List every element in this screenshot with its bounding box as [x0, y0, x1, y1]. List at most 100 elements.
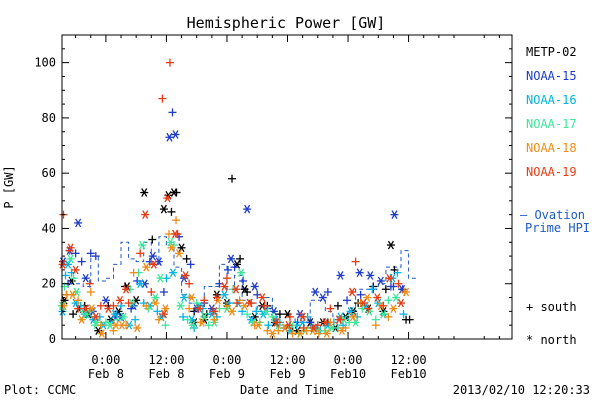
- south-marker: [384, 296, 393, 305]
- north-marker: [66, 243, 75, 253]
- north-marker: [336, 271, 345, 280]
- y-tick-label: 0: [49, 332, 56, 346]
- south-marker: [368, 285, 377, 294]
- north-marker: [142, 262, 151, 272]
- x-tick-label-date: Feb 8: [88, 367, 124, 381]
- north-marker: [91, 312, 100, 322]
- legend: — Ovation Prime HPI + south * north METP…: [520, 45, 590, 347]
- north-marker: [166, 237, 175, 247]
- north-marker: [386, 240, 395, 250]
- x-tick-label-date: Feb10: [391, 367, 427, 381]
- north-marker: [258, 293, 267, 302]
- north-marker: [197, 318, 206, 327]
- south-marker: [393, 268, 402, 277]
- north-marker: [187, 293, 196, 302]
- south-marker: [314, 329, 323, 338]
- south-marker: [243, 310, 252, 319]
- x-axis-label: Date and Time: [240, 383, 334, 397]
- north-marker: [337, 326, 346, 336]
- south-marker: [260, 301, 269, 310]
- south-marker: [148, 235, 157, 244]
- north-marker: [151, 293, 160, 302]
- south-marker: [129, 268, 138, 277]
- south-marker: [142, 301, 151, 310]
- south-marker: [326, 304, 335, 313]
- north-marker: [81, 304, 90, 313]
- north-marker: [227, 254, 236, 264]
- north-marker: [268, 329, 277, 338]
- south-marker: [147, 288, 156, 297]
- south-marker: [69, 310, 78, 319]
- south-marker: [228, 174, 237, 183]
- south-marker: [275, 310, 284, 319]
- south-marker: [379, 301, 388, 310]
- north-marker: [82, 309, 91, 319]
- north-marker: [141, 210, 150, 219]
- north-marker: [272, 318, 281, 327]
- north-marker: [220, 290, 229, 300]
- north-marker: [391, 293, 400, 302]
- south-marker: [74, 296, 83, 305]
- north-marker: [181, 271, 190, 280]
- south-marker: [230, 263, 239, 272]
- north-marker: [402, 287, 411, 297]
- north-marker: [71, 265, 80, 275]
- legend-ovation-line2: Prime HPI: [525, 221, 590, 235]
- north-marker: [250, 282, 259, 291]
- y-axis-label: P [GW]: [2, 165, 16, 208]
- north-marker: [171, 130, 180, 139]
- north-marker: [77, 315, 86, 324]
- north-marker: [104, 304, 113, 313]
- south-marker: [91, 252, 100, 261]
- south-marker: [86, 249, 95, 258]
- north-marker: [176, 301, 185, 311]
- south-marker: [158, 94, 167, 103]
- north-marker: [110, 309, 119, 319]
- legend-satellite-noaa-16: NOAA-16: [526, 93, 577, 107]
- legend-satellite-noaa-17: NOAA-17: [526, 117, 577, 131]
- north-marker: [243, 204, 252, 214]
- north-marker: [311, 287, 320, 297]
- south-marker: [351, 257, 360, 266]
- x-tick-label-time: 0:00: [91, 353, 120, 367]
- x-tick-label-date: Feb10: [330, 367, 366, 381]
- south-marker: [204, 321, 213, 330]
- north-marker: [284, 320, 293, 330]
- south-marker: [69, 274, 78, 283]
- legend-satellite-metp-02: METP-02: [526, 45, 577, 59]
- south-marker: [239, 276, 248, 285]
- north-marker: [296, 329, 305, 338]
- north-marker: [334, 315, 343, 324]
- legend-ovation-line1: — Ovation: [520, 208, 585, 222]
- south-marker: [185, 304, 194, 313]
- south-marker: [185, 279, 194, 288]
- north-marker: [133, 323, 142, 333]
- y-tick-label: 60: [42, 166, 56, 180]
- south-marker: [389, 282, 398, 291]
- south-marker: [223, 265, 232, 274]
- north-marker: [58, 260, 67, 269]
- north-marker: [66, 254, 75, 264]
- south-marker: [159, 288, 168, 297]
- north-marker: [309, 323, 318, 333]
- south-marker: [222, 274, 231, 283]
- north-marker: [355, 268, 364, 278]
- x-tick-label-date: Feb 9: [209, 367, 245, 381]
- south-marker: [183, 315, 192, 324]
- north-marker: [97, 329, 106, 338]
- north-marker: [210, 307, 219, 316]
- north-marker: [74, 218, 83, 228]
- north-marker: [346, 307, 355, 316]
- north-marker: [397, 298, 406, 308]
- south-marker: [153, 307, 162, 316]
- north-marker: [195, 304, 204, 313]
- south-marker: [71, 249, 80, 258]
- x-tick-label-date: Feb 8: [148, 367, 184, 381]
- south-marker: [233, 299, 242, 308]
- y-axis: 0 20 40 60 80 100: [34, 48, 512, 346]
- south-marker: [85, 279, 94, 288]
- north-marker: [366, 271, 375, 280]
- north-marker: [245, 298, 254, 308]
